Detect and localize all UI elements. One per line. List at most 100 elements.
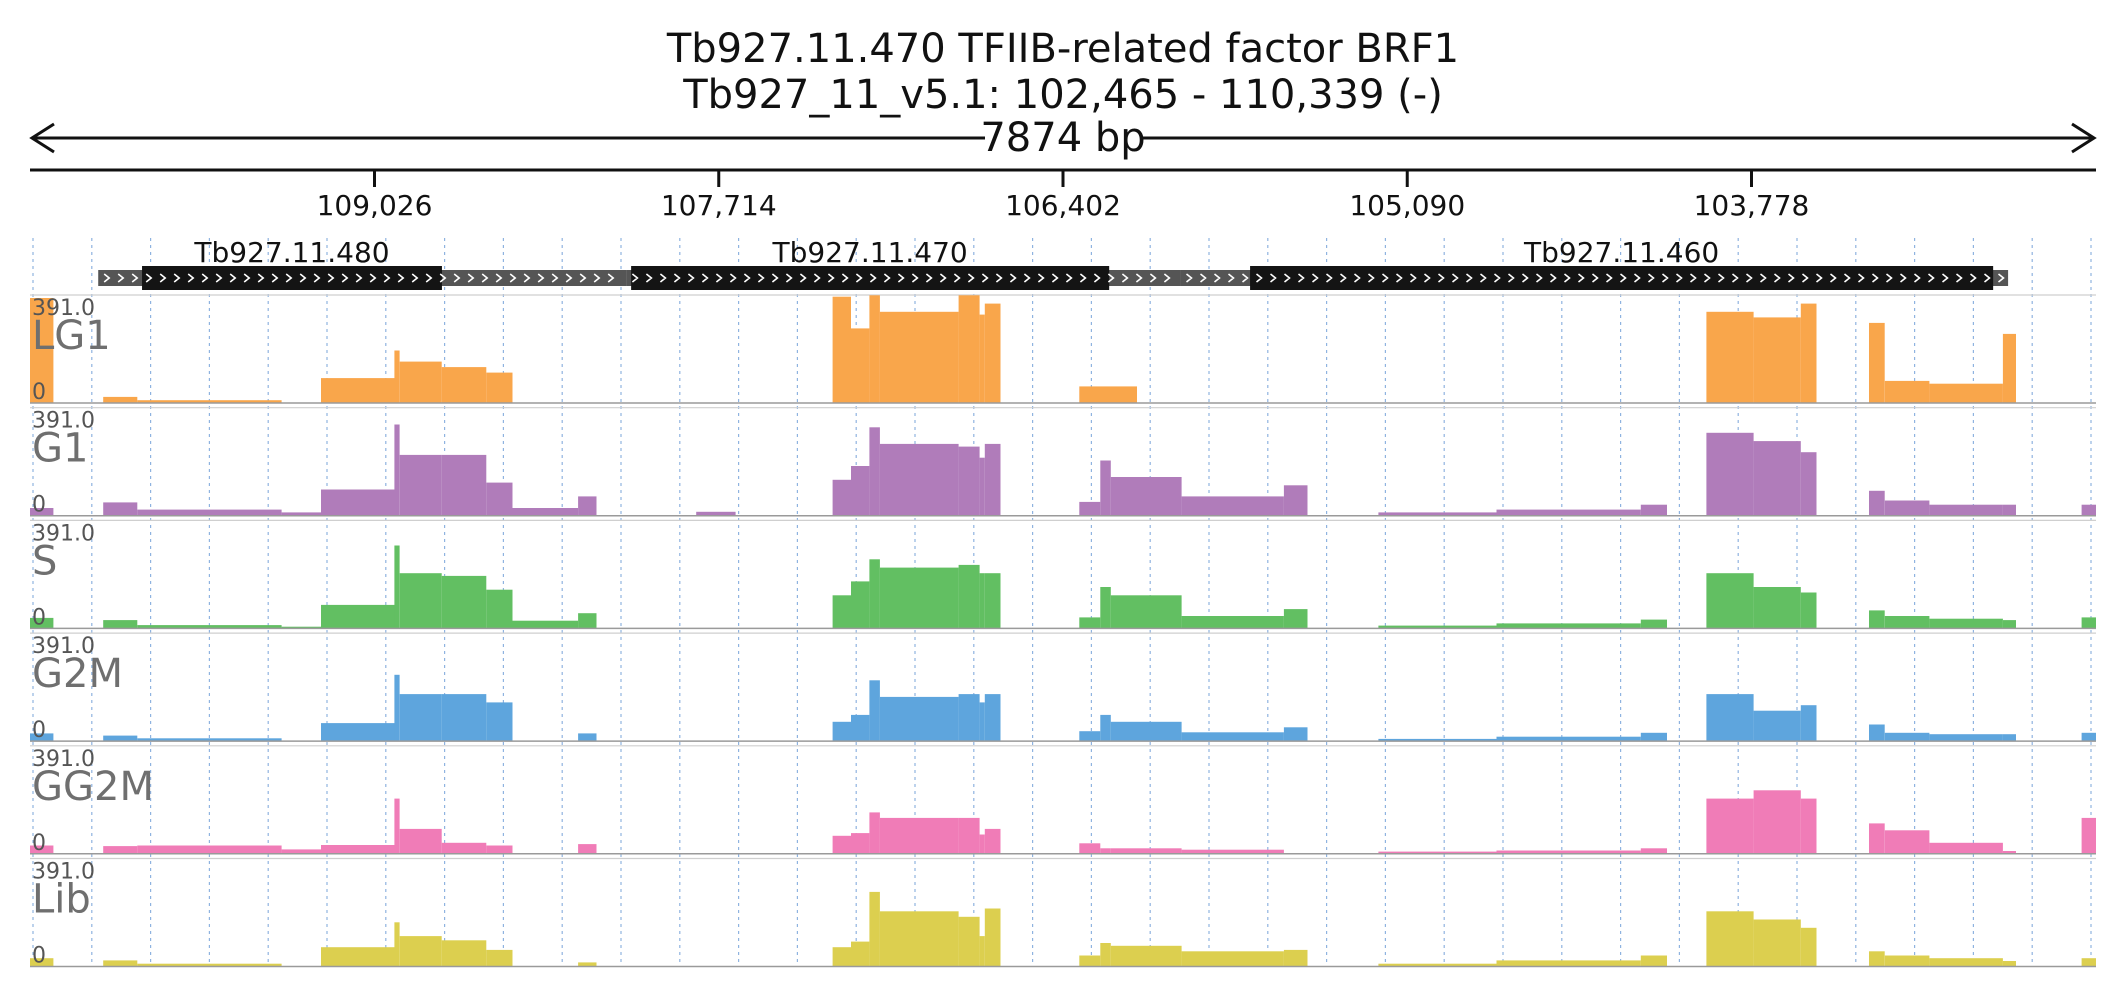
coverage-bar xyxy=(1496,960,1641,967)
coverage-bar xyxy=(869,295,880,403)
coverage-bar xyxy=(1100,714,1111,742)
coverage-bar xyxy=(2081,732,2096,742)
coverage-bar xyxy=(30,617,54,629)
coverage-bar xyxy=(984,303,1001,403)
coverage-bar xyxy=(1378,625,1497,629)
coverage-bar xyxy=(1800,705,1817,742)
coverage-bar xyxy=(1753,317,1801,403)
coverage-bar xyxy=(869,427,880,516)
track-name-label: G2M xyxy=(32,651,123,697)
track-max-label: 391.0 xyxy=(32,747,95,772)
coverage-bar xyxy=(958,817,980,854)
coverage-bar xyxy=(578,613,597,629)
coverage-bar xyxy=(869,891,880,967)
track-max-label: 391.0 xyxy=(32,296,95,321)
track-max-label: 391.0 xyxy=(32,521,95,546)
coverage-bar xyxy=(1100,943,1111,967)
coverage-bar xyxy=(1869,823,1885,854)
x-tick-label: 103,778 xyxy=(1694,189,1810,222)
coverage-bar xyxy=(1496,509,1641,516)
coverage-bar xyxy=(1640,732,1667,742)
coverage-bar xyxy=(832,947,851,967)
track-min-label: 0 xyxy=(32,380,46,405)
coverage-bar xyxy=(1110,721,1182,742)
coverage-bar xyxy=(394,350,400,403)
coverage-bar xyxy=(2081,504,2096,516)
coverage-bar xyxy=(958,694,980,742)
coverage-bar xyxy=(1496,623,1641,629)
span-arrow: 7874 bp xyxy=(29,115,2097,161)
coverage-bar xyxy=(1869,490,1885,516)
coverage-bar xyxy=(486,372,513,403)
coverage-bar xyxy=(486,702,513,742)
track-min-label: 0 xyxy=(32,831,46,856)
coverage-bar xyxy=(281,626,321,629)
track-name-label: LG1 xyxy=(32,313,111,359)
coverage-bar xyxy=(1181,951,1284,967)
coverage-bar xyxy=(321,845,395,854)
coverage-bar xyxy=(1706,573,1754,629)
coverage-bar xyxy=(869,559,880,629)
coverage-bar xyxy=(979,936,985,967)
coverage-bar xyxy=(1800,452,1817,516)
span-length-label: 7874 bp xyxy=(980,115,1145,161)
coverage-bar xyxy=(1283,485,1308,516)
coverage-bar xyxy=(879,911,959,967)
coverage-bar xyxy=(1100,848,1111,854)
coverage-bar xyxy=(1929,734,2003,742)
coverage-bar xyxy=(281,512,321,516)
gene-strand-arrows xyxy=(103,273,615,283)
coverage-bar xyxy=(1110,945,1182,967)
coverage-bar xyxy=(984,443,1001,516)
track-min-label: 0 xyxy=(32,605,46,630)
coverage-bar xyxy=(979,702,985,742)
coverage-bar xyxy=(1100,587,1111,629)
coverage-bar xyxy=(394,674,400,742)
coverage-bar xyxy=(441,454,487,516)
coverage-bar xyxy=(851,714,870,742)
coverage-bar xyxy=(394,922,400,967)
coverage-bar xyxy=(321,489,395,516)
coverage-bar xyxy=(851,941,870,967)
track-lg1: 391.0 0 LG1 xyxy=(30,294,2096,405)
coverage-bar xyxy=(103,735,138,742)
track-name-label: Lib xyxy=(32,877,91,923)
x-tick-label: 107,714 xyxy=(661,189,777,222)
coverage-bar xyxy=(984,908,1001,967)
coverage-bar xyxy=(1640,848,1667,854)
coverage-bar xyxy=(321,604,395,629)
coverage-bar xyxy=(399,694,442,742)
coverage-bar xyxy=(1929,842,2003,854)
coverage-bar xyxy=(2002,333,2016,403)
coverage-bar xyxy=(984,828,1001,854)
coverage-bar xyxy=(1378,512,1497,516)
coverage-bar xyxy=(578,962,597,967)
coverage-bar xyxy=(2081,958,2096,967)
coverage-bar xyxy=(1884,830,1930,854)
track-g2m: 391.0 0 G2M xyxy=(30,632,2096,743)
coverage-bar xyxy=(1884,955,1930,967)
coverage-bar xyxy=(851,581,870,629)
x-tick-label: 106,402 xyxy=(1005,189,1121,222)
coverage-bar xyxy=(399,454,442,516)
track-name-label: S xyxy=(32,538,57,584)
coverage-bar xyxy=(321,723,395,742)
coverage-bar xyxy=(103,846,138,854)
coverage-bar xyxy=(1079,501,1101,516)
coverage-bar xyxy=(1753,710,1801,742)
coverage-bar xyxy=(832,296,851,403)
coverage-bar xyxy=(2002,504,2016,516)
coverage-bar xyxy=(486,482,513,516)
span-arrow-right-head xyxy=(2071,122,2097,154)
coverage-bar xyxy=(1079,731,1101,742)
coverage-bar xyxy=(578,733,597,742)
coverage-bar xyxy=(441,940,487,967)
coverage-bar xyxy=(1079,955,1101,967)
coverage-bar xyxy=(1884,732,1930,742)
coverage-bar xyxy=(958,564,980,629)
coverage-bar xyxy=(1283,727,1308,742)
coverage-bar xyxy=(1800,303,1817,403)
gene-label: Tb927.11.480 xyxy=(193,236,389,269)
track-s: 391.0 0 S xyxy=(30,519,2096,630)
